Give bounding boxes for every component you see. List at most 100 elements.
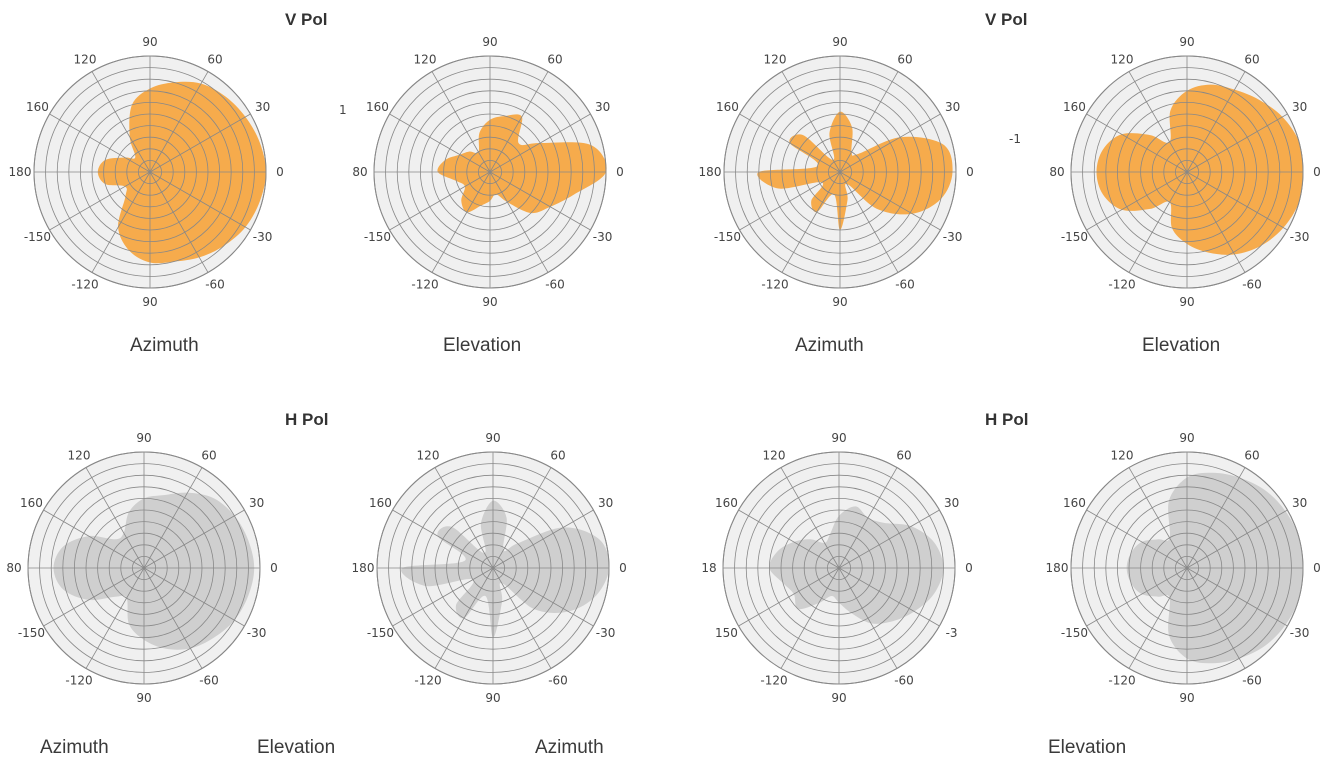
polar-tick-label: -30 [253,230,273,244]
polar-spoke [492,509,594,569]
polar-tick-label: 160 [366,100,389,114]
polar-pattern-area [401,500,610,638]
polar-tick-label: 160 [716,100,739,114]
polar-spoke [434,467,494,569]
polar-tick-label: -60 [894,674,914,688]
polar-spoke [431,171,491,273]
polar-spoke [489,71,549,173]
polar-spoke [838,567,898,669]
polar-spoke [149,171,209,273]
polar-tick-label: 180 [699,165,722,179]
polar-spoke [739,171,841,231]
polar-tick-label: 0 [619,561,627,575]
polar-tick-label: 120 [1111,52,1134,66]
polar-tick-label: 120 [417,448,440,462]
polar-tick-label: -150 [1061,230,1088,244]
polar-chart-hpol-azimuth-left: 0 30 60 90 120 160 80 -150 -120 90 -60 -30 [6,431,277,705]
polar-tick-label: 60 [550,448,565,462]
polar-spoke [43,509,145,569]
polar-tick-label: 0 [276,165,284,179]
polar-tick-label: -120 [761,278,788,292]
polar-tick-label: 80 [352,165,367,179]
polar-spoke [738,509,840,569]
polar-spoke [1186,171,1246,273]
polar-tick-label: 0 [1313,165,1321,179]
polar-tick-label: -30 [1290,230,1310,244]
polar-pattern-area [769,506,944,624]
polar-spoke [143,509,245,569]
polar-tick-label: 60 [1244,448,1259,462]
polar-spoke [492,467,552,569]
polar-spoke [492,567,594,627]
stray-label-1: 1 [339,103,347,117]
polar-tick-label: 160 [369,496,392,510]
polar-tick-label: -150 [1061,626,1088,640]
polar-spoke [1186,509,1288,569]
polar-tick-label: 120 [1111,448,1134,462]
polar-tick-label: -120 [1108,278,1135,292]
polar-tick-label: 30 [255,100,270,114]
caption-hpol-azimuth-right: Azimuth [535,737,604,758]
polar-chart-vpol-azimuth-left: 0 30 60 90 120 160 180 -150 -120 90 -60 -30 [9,35,284,309]
polar-tick-label: 30 [945,100,960,114]
polar-tick-label: 90 [831,691,846,705]
polar-tick-label: 80 [1049,165,1064,179]
polar-chart-vpol-elevation-left: 0 30 60 90 120 160 80 -150 -120 90 -60 -30 [352,35,623,309]
polar-tick-label: -60 [545,278,565,292]
polar-pattern-area [97,81,266,264]
polar-tick-label: 90 [136,431,151,445]
caption-hpol-azimuth-left: Azimuth [40,737,109,758]
polar-tick-label: 90 [1179,431,1194,445]
polar-tick-label: -60 [205,278,225,292]
polar-spoke [1186,467,1246,569]
caption-vpol-elevation-right: Elevation [1142,335,1221,356]
polar-pattern-area [1096,84,1303,255]
polar-spoke [489,171,591,231]
polar-tick-label: 160 [26,100,49,114]
polar-tick-label: 90 [832,295,847,309]
polar-tick-label: 60 [207,52,222,66]
polar-chart-vpol-elevation-right: 0 30 60 90 120 160 80 -150 -120 90 -60 -30 [1049,35,1320,309]
polar-tick-label: 180 [1046,561,1069,575]
polar-tick-label: -120 [414,674,441,688]
polar-spoke [1186,567,1288,627]
polar-spoke [1128,567,1188,669]
polar-spoke [1086,171,1188,231]
polar-tick-label: 90 [142,35,157,49]
polar-spoke [85,567,145,669]
polar-tick-label: 90 [831,431,846,445]
polar-tick-label: 0 [270,561,278,575]
caption-hpol-elevation-left: Elevation [257,737,336,758]
polar-tick-label: 30 [1292,100,1307,114]
polar-tick-label: 0 [616,165,624,179]
polar-tick-label: 60 [547,52,562,66]
polar-tick-label: 0 [965,561,973,575]
polar-tick-label: 120 [74,52,97,66]
polar-tick-label: 90 [136,691,151,705]
polar-tick-label: 90 [142,295,157,309]
polar-tick-label: 60 [897,52,912,66]
polar-tick-label: -60 [1242,278,1262,292]
polar-spoke [1086,509,1188,569]
polar-tick-label: 80 [6,561,21,575]
polar-tick-label: -30 [1290,626,1310,640]
polar-tick-label: 90 [485,691,500,705]
polar-tick-label: 120 [68,448,91,462]
polar-spoke [489,171,549,273]
polar-spoke [839,71,899,173]
polar-spoke [1128,171,1188,273]
polar-spoke [149,171,251,231]
polar-tick-label: 90 [832,35,847,49]
polar-tick-label: 30 [595,100,610,114]
polar-spoke [1186,567,1246,669]
polar-spoke [43,567,145,627]
polar-spoke [1128,71,1188,173]
polar-spoke [1186,171,1288,231]
polar-spoke [143,467,203,569]
polar-tick-label: 90 [482,35,497,49]
polar-tick-label: 90 [1179,295,1194,309]
polar-tick-label: 160 [20,496,43,510]
polar-tick-label: 30 [944,496,959,510]
section-heading-hpol-left: H Pol [285,410,329,429]
polar-tick-label: -120 [411,278,438,292]
